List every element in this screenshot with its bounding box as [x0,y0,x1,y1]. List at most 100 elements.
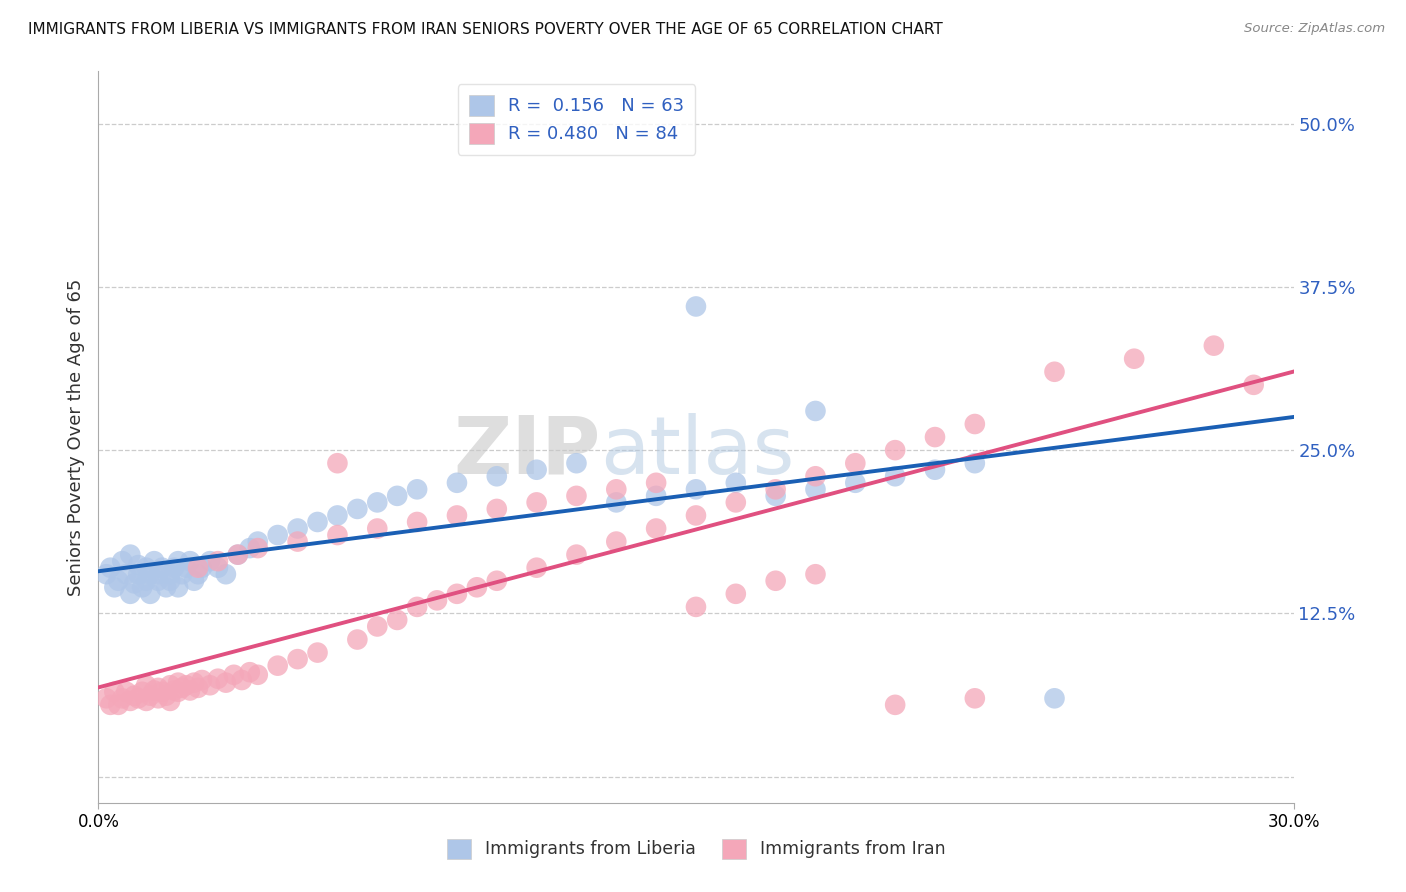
Point [685,483,707,497]
Point [645,521,668,535]
Point [139,587,162,601]
Point [167,675,190,690]
Point [963,691,986,706]
Point [605,495,627,509]
Point [485,502,508,516]
Point [685,508,707,523]
Point [127,558,149,573]
Point [765,483,787,497]
Point [148,691,170,706]
Point [804,567,827,582]
Point [150,560,173,574]
Point [307,515,329,529]
Point [346,632,368,647]
Point [159,678,181,692]
Point [198,678,221,692]
Point [155,580,177,594]
Point [406,599,429,614]
Point [131,685,153,699]
Point [605,483,627,497]
Point [346,502,368,516]
Point [366,619,388,633]
Point [120,587,142,601]
Point [159,567,181,582]
Point [804,483,827,497]
Point [115,567,138,582]
Text: atlas: atlas [600,413,794,491]
Point [131,580,153,594]
Point [207,672,229,686]
Point [226,548,249,562]
Point [127,567,149,582]
Point [724,587,747,601]
Point [111,691,134,706]
Point [172,681,194,695]
Point [366,521,388,535]
Point [326,528,349,542]
Point [526,463,548,477]
Point [804,404,827,418]
Point [446,587,468,601]
Point [163,560,186,574]
Point [120,694,142,708]
Point [465,580,488,594]
Point [207,560,229,574]
Point [239,665,262,680]
Point [446,475,468,490]
Point [167,554,190,568]
Point [143,554,166,568]
Point [385,489,409,503]
Point [191,673,214,687]
Point [135,678,157,692]
Point [765,574,787,588]
Point [1202,339,1225,353]
Point [426,593,449,607]
Point [724,475,747,490]
Point [1043,691,1066,706]
Point [287,652,309,666]
Point [924,463,946,477]
Point [148,574,170,588]
Point [148,567,170,582]
Point [198,554,221,568]
Point [183,675,205,690]
Y-axis label: Seniors Poverty Over the Age of 65: Seniors Poverty Over the Age of 65 [66,278,84,596]
Point [884,469,907,483]
Point [485,469,508,483]
Point [115,685,138,699]
Point [685,599,707,614]
Point [226,548,249,562]
Point [685,300,707,314]
Point [222,667,245,682]
Point [215,567,238,582]
Point [179,554,201,568]
Point [231,673,253,687]
Point [187,681,209,695]
Point [98,560,122,574]
Point [159,574,181,588]
Point [127,691,149,706]
Text: Source: ZipAtlas.com: Source: ZipAtlas.com [1244,22,1385,36]
Point [804,469,827,483]
Point [307,646,329,660]
Point [111,554,134,568]
Point [96,691,118,706]
Point [287,534,309,549]
Point [172,567,194,582]
Point [139,567,162,582]
Point [98,698,122,712]
Point [139,689,162,703]
Point [215,675,238,690]
Point [107,574,129,588]
Point [167,685,190,699]
Point [179,683,201,698]
Point [120,548,142,562]
Point [103,580,125,594]
Point [135,574,157,588]
Point [246,667,269,682]
Point [924,430,946,444]
Point [103,685,125,699]
Point [844,475,866,490]
Point [246,541,269,555]
Point [406,483,429,497]
